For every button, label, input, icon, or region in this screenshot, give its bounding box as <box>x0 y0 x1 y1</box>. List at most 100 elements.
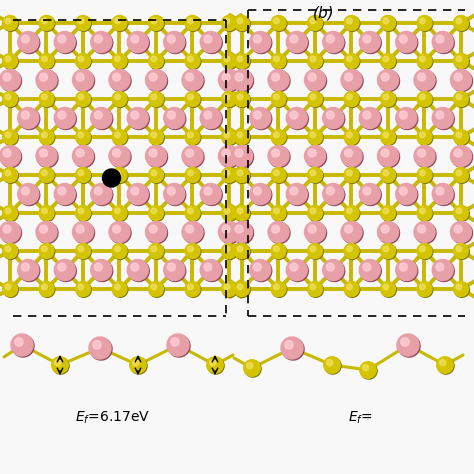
Circle shape <box>310 170 316 176</box>
Circle shape <box>381 130 396 146</box>
Circle shape <box>40 55 55 69</box>
Circle shape <box>78 94 84 100</box>
Circle shape <box>272 73 280 81</box>
Circle shape <box>454 206 468 220</box>
Circle shape <box>2 206 18 220</box>
Circle shape <box>377 221 399 243</box>
Circle shape <box>146 71 167 91</box>
Circle shape <box>182 146 203 166</box>
Circle shape <box>42 56 47 62</box>
Circle shape <box>286 259 307 281</box>
Circle shape <box>418 92 433 107</box>
Circle shape <box>250 31 271 53</box>
Circle shape <box>456 208 462 214</box>
Circle shape <box>3 130 18 146</box>
Circle shape <box>454 168 469 183</box>
Circle shape <box>113 168 128 183</box>
Circle shape <box>235 73 243 81</box>
Circle shape <box>115 284 120 290</box>
Circle shape <box>149 206 164 221</box>
Circle shape <box>456 284 462 290</box>
Circle shape <box>253 111 261 119</box>
Circle shape <box>201 33 222 54</box>
Circle shape <box>273 246 279 252</box>
Circle shape <box>0 221 20 243</box>
Circle shape <box>73 146 94 167</box>
Circle shape <box>344 167 359 182</box>
Circle shape <box>396 31 417 53</box>
Circle shape <box>167 334 189 356</box>
Circle shape <box>39 149 47 157</box>
Circle shape <box>2 129 18 145</box>
Circle shape <box>78 56 84 62</box>
Circle shape <box>235 283 250 297</box>
Circle shape <box>381 16 396 31</box>
Circle shape <box>287 109 308 129</box>
Circle shape <box>346 18 352 24</box>
Circle shape <box>436 35 444 43</box>
Circle shape <box>78 246 84 252</box>
Circle shape <box>308 206 323 221</box>
Circle shape <box>21 187 29 195</box>
Circle shape <box>456 246 462 252</box>
Circle shape <box>346 170 352 176</box>
Circle shape <box>381 244 396 259</box>
Circle shape <box>39 54 54 69</box>
Circle shape <box>381 167 395 182</box>
Circle shape <box>436 111 444 119</box>
Circle shape <box>182 221 203 243</box>
Circle shape <box>419 170 425 176</box>
Circle shape <box>148 167 164 182</box>
Circle shape <box>112 16 127 30</box>
Circle shape <box>39 129 54 145</box>
Circle shape <box>222 130 237 146</box>
Circle shape <box>112 167 127 182</box>
Circle shape <box>221 282 237 297</box>
Circle shape <box>418 149 426 157</box>
Circle shape <box>308 129 322 145</box>
Circle shape <box>397 334 419 356</box>
Circle shape <box>42 284 47 290</box>
Circle shape <box>290 111 298 119</box>
Circle shape <box>204 111 212 119</box>
Circle shape <box>324 109 345 129</box>
Circle shape <box>253 35 261 43</box>
Circle shape <box>3 244 18 259</box>
Circle shape <box>204 35 212 43</box>
Circle shape <box>55 109 76 129</box>
Circle shape <box>131 111 139 119</box>
Circle shape <box>2 91 18 107</box>
Circle shape <box>272 92 287 107</box>
Circle shape <box>231 221 253 243</box>
Circle shape <box>326 35 334 43</box>
Circle shape <box>251 109 272 129</box>
Text: $E_f$=6.17eV: $E_f$=6.17eV <box>75 410 151 427</box>
Circle shape <box>308 283 323 297</box>
Circle shape <box>251 33 272 54</box>
Circle shape <box>128 109 149 129</box>
Circle shape <box>131 187 139 195</box>
Circle shape <box>115 94 120 100</box>
Circle shape <box>185 54 200 69</box>
Circle shape <box>341 146 362 166</box>
Circle shape <box>201 261 222 282</box>
Circle shape <box>235 91 249 107</box>
Circle shape <box>345 149 353 157</box>
Circle shape <box>454 244 469 259</box>
Circle shape <box>109 146 130 166</box>
Circle shape <box>235 225 243 233</box>
Circle shape <box>185 149 193 157</box>
Circle shape <box>286 108 307 128</box>
Circle shape <box>185 16 200 30</box>
Circle shape <box>273 284 279 290</box>
Circle shape <box>78 208 84 214</box>
Circle shape <box>165 261 186 282</box>
Circle shape <box>344 282 359 297</box>
Circle shape <box>42 208 47 214</box>
Circle shape <box>419 56 425 62</box>
Circle shape <box>231 70 253 91</box>
Circle shape <box>92 33 113 54</box>
Circle shape <box>92 261 113 282</box>
Circle shape <box>167 263 175 271</box>
Circle shape <box>310 94 316 100</box>
